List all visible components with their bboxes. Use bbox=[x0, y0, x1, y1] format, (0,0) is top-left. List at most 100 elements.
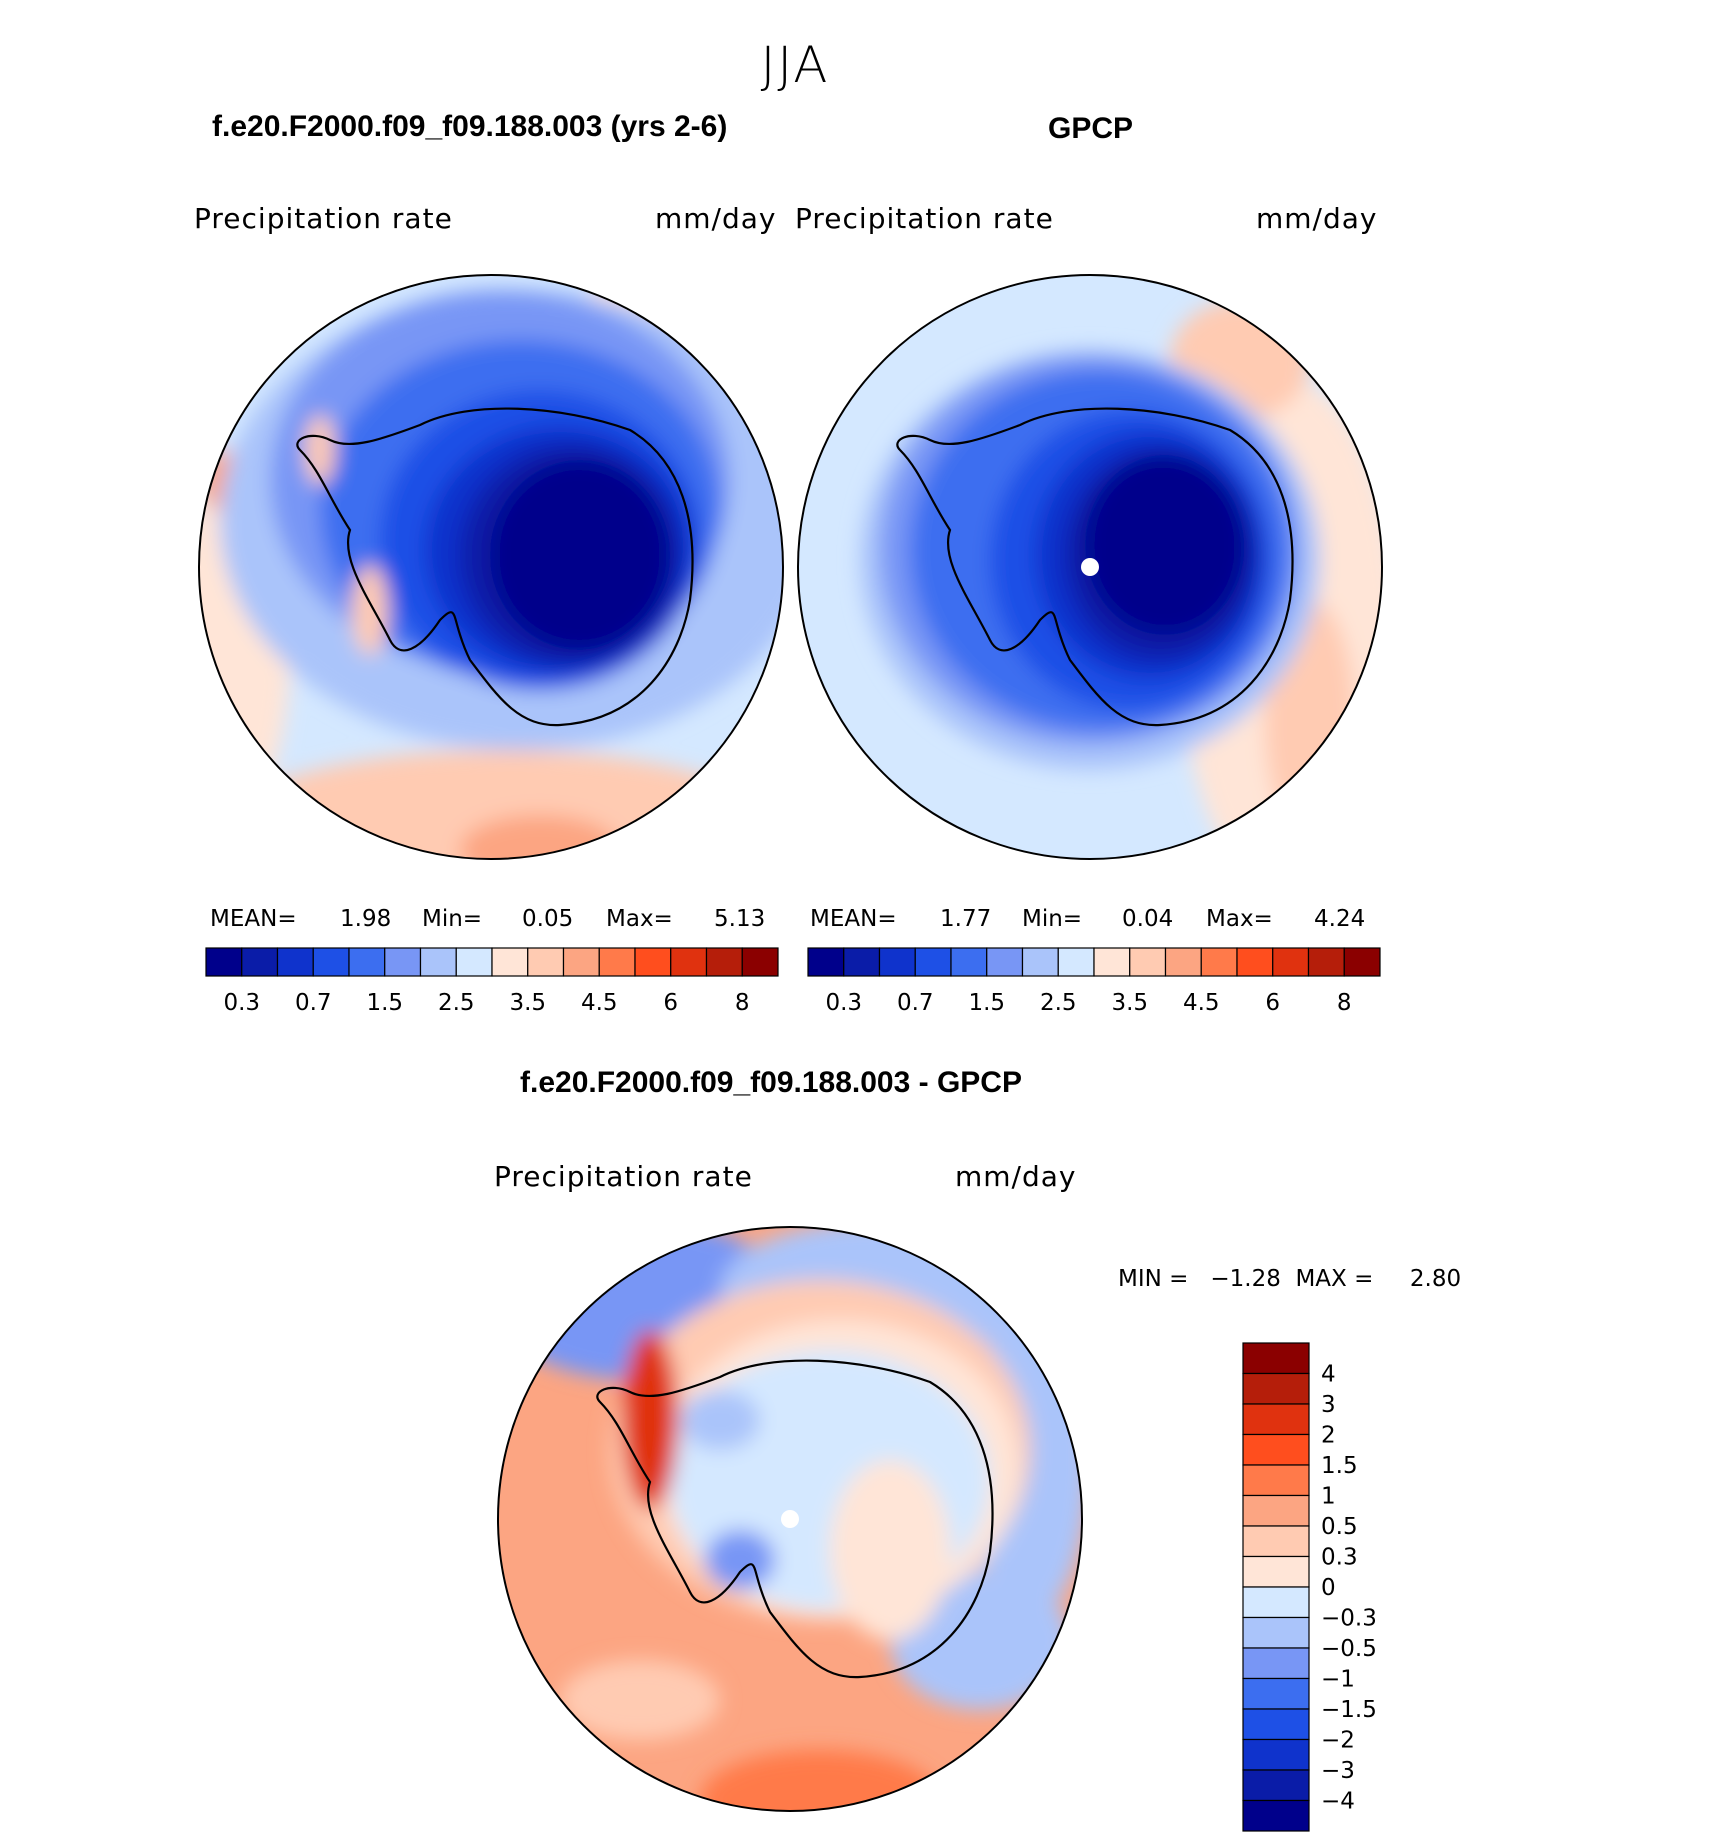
model-colorbar-tick-label: 0.7 bbox=[295, 990, 332, 1016]
obs-max-value: 4.24 bbox=[1314, 906, 1366, 932]
diff-colorbar-tick-label: 1 bbox=[1321, 1484, 1336, 1510]
diff-colorbar-tick-label: −1 bbox=[1321, 1667, 1355, 1693]
model-colorbar-tick-label: 2.5 bbox=[438, 990, 475, 1016]
obs-colorbar-swatch bbox=[1021, 947, 1059, 977]
diff-colorbar-swatch bbox=[1242, 1769, 1310, 1802]
obs-title: GPCP bbox=[1048, 112, 1134, 145]
diff-colorbar-swatch bbox=[1242, 1494, 1310, 1527]
obs-colorbar-swatch bbox=[986, 947, 1024, 977]
obs-min-value: 0.04 bbox=[1122, 906, 1174, 932]
model-colorbar-swatch bbox=[419, 947, 457, 977]
obs-colorbar-swatch bbox=[1093, 947, 1131, 977]
obs-colorbar-tick-label: 0.7 bbox=[897, 990, 934, 1016]
model-mean-label: MEAN= bbox=[210, 906, 297, 932]
model-colorbar-swatch bbox=[705, 947, 743, 977]
case-title: f.e20.F2000.f09_f09.188.003 (yrs 2-6) bbox=[212, 110, 728, 143]
model-map-boundary bbox=[198, 274, 784, 860]
model-colorbar-swatch bbox=[276, 947, 314, 977]
diff-precip-map bbox=[498, 1227, 1082, 1811]
diff-variable-label: Precipitation rate bbox=[494, 1160, 753, 1193]
model-colorbar-swatch bbox=[205, 947, 243, 977]
obs-colorbar-tick-label: 6 bbox=[1265, 990, 1280, 1016]
obs-colorbar: 0.3 0.7 1.5 2.5 3.5 4.5 6 8 bbox=[807, 947, 1381, 1016]
model-colorbar-swatch bbox=[241, 947, 279, 977]
diff-colorbar-tick-label: 1.5 bbox=[1321, 1453, 1358, 1479]
obs-colorbar-swatch bbox=[1057, 947, 1095, 977]
obs-colorbar-tick-label: 8 bbox=[1337, 990, 1352, 1016]
obs-mean-label: MEAN= bbox=[810, 906, 897, 932]
diff-colorbar-swatch bbox=[1242, 1555, 1310, 1588]
diff-colorbar-swatch bbox=[1242, 1372, 1310, 1405]
diff-colorbar-tick-label: −2 bbox=[1321, 1728, 1355, 1754]
obs-variable-label: Precipitation rate bbox=[795, 202, 1054, 235]
obs-colorbar-swatch bbox=[1307, 947, 1345, 977]
model-colorbar-swatch bbox=[348, 947, 386, 977]
diff-units-label: mm/day bbox=[955, 1160, 1077, 1193]
model-colorbar-tick-label: 4.5 bbox=[581, 990, 618, 1016]
model-colorbar-tick-label: 3.5 bbox=[509, 990, 546, 1016]
obs-colorbar-swatch bbox=[807, 947, 845, 977]
obs-max-label: Max= bbox=[1206, 906, 1273, 932]
model-colorbar: 0.3 0.7 1.5 2.5 3.5 4.5 6 8 bbox=[205, 947, 779, 1016]
model-colorbar-swatch bbox=[384, 947, 422, 977]
model-precip-map bbox=[199, 275, 783, 859]
model-max-label: Max= bbox=[606, 906, 673, 932]
model-colorbar-tick-label: 8 bbox=[735, 990, 750, 1016]
model-colorbar-swatch bbox=[670, 947, 708, 977]
obs-colorbar-swatch bbox=[1129, 947, 1167, 977]
obs-mean-value: 1.77 bbox=[940, 906, 992, 932]
model-colorbar-swatch bbox=[527, 947, 565, 977]
diff-colorbar-tick-label: −3 bbox=[1321, 1758, 1355, 1784]
diff-colorbar-swatch bbox=[1242, 1708, 1310, 1741]
diff-colorbar-swatch bbox=[1242, 1616, 1310, 1649]
diff-colorbar-swatch bbox=[1242, 1342, 1310, 1375]
obs-map-boundary bbox=[797, 274, 1383, 860]
obs-colorbar-swatch bbox=[1200, 947, 1238, 977]
obs-colorbar-swatch bbox=[843, 947, 881, 977]
obs-precip-map bbox=[798, 275, 1382, 859]
model-colorbar-swatch bbox=[741, 947, 779, 977]
diff-colorbar-tick-label: −4 bbox=[1321, 1789, 1355, 1815]
diff-colorbar-tick-label: 0.5 bbox=[1321, 1514, 1358, 1540]
model-units-label: mm/day bbox=[655, 202, 777, 235]
diff-colorbar-swatch bbox=[1242, 1647, 1310, 1680]
diff-map-boundary bbox=[497, 1226, 1083, 1812]
diff-colorbar-tick-label: 3 bbox=[1321, 1392, 1336, 1418]
diff-colorbar-swatch bbox=[1242, 1677, 1310, 1710]
diff-minmax-text: MIN = −1.28 MAX = 2.80 bbox=[1118, 1266, 1462, 1292]
diff-colorbar-tick-label: −1.5 bbox=[1321, 1697, 1377, 1723]
model-colorbar-tick-label: 0.3 bbox=[223, 990, 260, 1016]
season-title: JJA bbox=[760, 36, 830, 94]
obs-colorbar-swatch bbox=[914, 947, 952, 977]
model-colorbar-tick-label: 6 bbox=[663, 990, 678, 1016]
obs-min-label: Min= bbox=[1022, 906, 1083, 932]
obs-colorbar-tick-label: 4.5 bbox=[1183, 990, 1220, 1016]
diff-colorbar-tick-label: 0.3 bbox=[1321, 1545, 1358, 1571]
diff-colorbar-tick-label: −0.5 bbox=[1321, 1636, 1377, 1662]
obs-units-label: mm/day bbox=[1256, 202, 1378, 235]
diff-colorbar-tick-label: 0 bbox=[1321, 1575, 1336, 1601]
obs-colorbar-swatch bbox=[1272, 947, 1310, 977]
diff-colorbar-swatch bbox=[1242, 1738, 1310, 1771]
diff-colorbar-swatch bbox=[1242, 1433, 1310, 1466]
model-colorbar-swatch bbox=[455, 947, 493, 977]
model-min-label: Min= bbox=[422, 906, 483, 932]
model-colorbar-swatch bbox=[562, 947, 600, 977]
model-max-value: 5.13 bbox=[714, 906, 766, 932]
obs-colorbar-tick-label: 2.5 bbox=[1040, 990, 1077, 1016]
model-variable-label: Precipitation rate bbox=[194, 202, 453, 235]
diff-title: f.e20.F2000.f09_f09.188.003 - GPCP bbox=[520, 1066, 1022, 1099]
obs-colorbar-swatch bbox=[1164, 947, 1202, 977]
model-min-value: 0.05 bbox=[522, 906, 574, 932]
diff-colorbar-swatch bbox=[1242, 1403, 1310, 1436]
model-colorbar-tick-label: 1.5 bbox=[366, 990, 403, 1016]
diff-colorbar-swatch bbox=[1242, 1525, 1310, 1558]
obs-colorbar-swatch bbox=[1343, 947, 1381, 977]
model-colorbar-swatch bbox=[312, 947, 350, 977]
diff-colorbar-tick-label: −0.3 bbox=[1321, 1606, 1377, 1632]
obs-colorbar-tick-label: 0.3 bbox=[825, 990, 862, 1016]
model-colorbar-swatch bbox=[491, 947, 529, 977]
diff-colorbar-swatch bbox=[1242, 1799, 1310, 1832]
diff-colorbar-tick-label: 2 bbox=[1321, 1423, 1336, 1449]
